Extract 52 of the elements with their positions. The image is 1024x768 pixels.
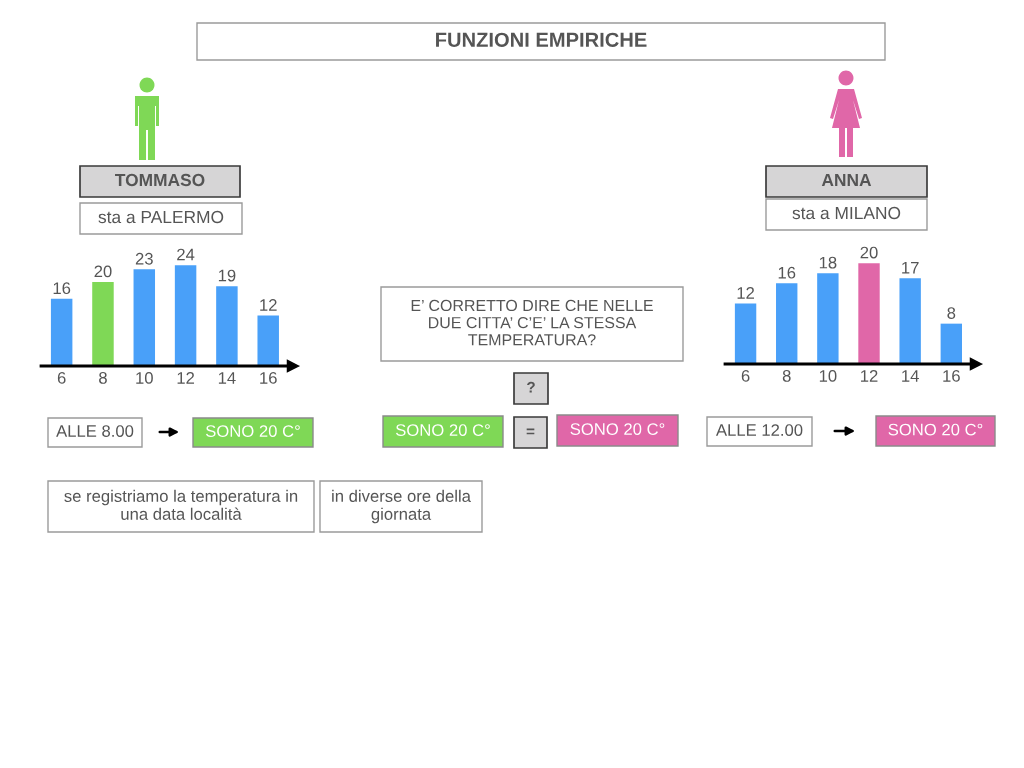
text: =: [526, 428, 535, 435]
chart-title: ANNA: [821, 174, 872, 186]
x-tick-label: 10: [136, 372, 153, 384]
data-label: 16: [778, 266, 796, 279]
text: SONO 20 C°: [888, 423, 983, 436]
x-tick-label: 16: [943, 370, 960, 382]
data-label: 20: [860, 246, 878, 259]
x-tick-label: 6: [741, 370, 750, 382]
data-label: 8: [947, 307, 956, 319]
x-tick-label: 8: [99, 372, 107, 384]
bar: [257, 315, 279, 366]
data-label: 12: [260, 299, 277, 311]
data-label: 18: [819, 256, 837, 269]
bar: [899, 278, 921, 364]
text: SONO 20 C°: [570, 423, 665, 435]
bar: [216, 286, 238, 366]
x-tick-label: 10: [819, 370, 837, 382]
x-tick-label: 12: [861, 370, 878, 382]
bar: [858, 263, 880, 364]
x-tick-label: 6: [57, 372, 66, 384]
data-label: 23: [135, 252, 153, 265]
bar: [50, 298, 73, 366]
text: ?: [527, 381, 535, 393]
data-label: 24: [177, 248, 195, 261]
text: ALLE 12.00: [715, 424, 803, 436]
bar: [940, 323, 963, 364]
text: ALLE 8.00: [56, 425, 134, 437]
x-tick-label: 16: [260, 372, 277, 384]
bar: [174, 265, 197, 366]
text: SONO 20 C°: [395, 424, 490, 436]
data-label: 16: [53, 282, 71, 295]
x-tick-label: 8: [782, 370, 791, 382]
text: in diverse ore della giornata: [332, 489, 471, 524]
bar: [92, 281, 114, 366]
x-tick-label: 12: [177, 372, 195, 384]
text: FUNZIONI EMPIRICHE: [436, 32, 647, 47]
bar: [776, 283, 798, 364]
bar: [734, 303, 757, 364]
bar: [133, 269, 156, 366]
text: se registriamo la temperatura in una data località: [64, 489, 298, 520]
text: SONO 20 C°: [205, 425, 300, 437]
data-label: 12: [737, 286, 755, 299]
bar: [817, 273, 839, 364]
data-label: 20: [94, 265, 112, 278]
data-label: 17: [902, 261, 919, 274]
x-tick-label: 14: [902, 370, 919, 382]
chart-subtitle: sta a MILANO: [792, 206, 901, 220]
chart-title: TOMMASO: [115, 173, 205, 187]
data-label: 19: [218, 269, 236, 282]
chart-subtitle: sta a PALERMO: [98, 210, 224, 224]
x-tick-label: 14: [218, 372, 236, 384]
text: E’ CORRETTO DIRE CHE NELLE DUE CITTA’ C’E’ LA STESSA TEMPERATURA?: [411, 299, 653, 346]
